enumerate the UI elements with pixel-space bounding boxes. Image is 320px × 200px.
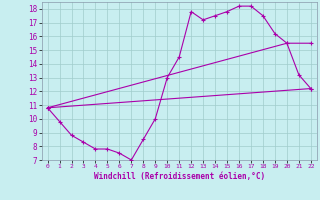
X-axis label: Windchill (Refroidissement éolien,°C): Windchill (Refroidissement éolien,°C): [94, 172, 265, 181]
